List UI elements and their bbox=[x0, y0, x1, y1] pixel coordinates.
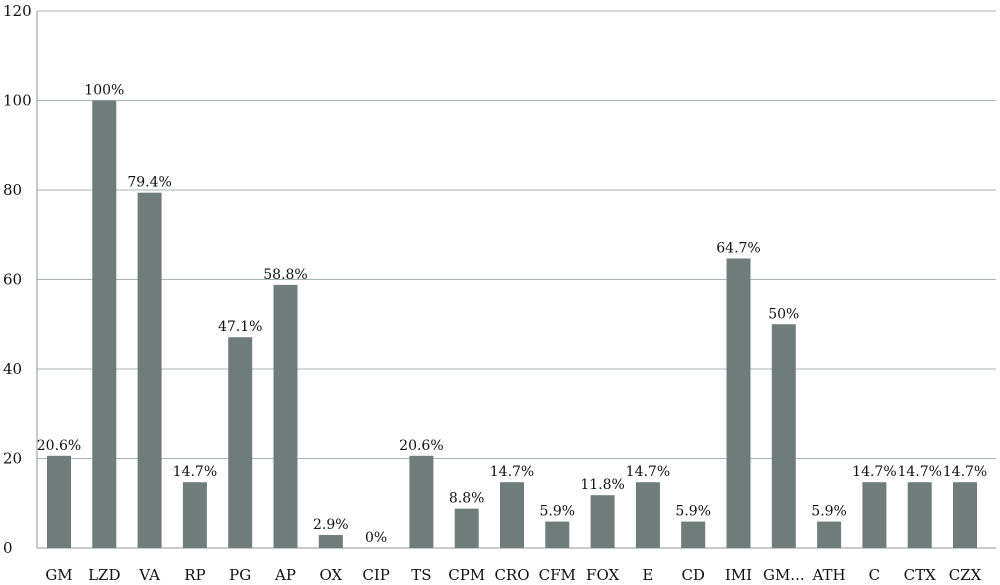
data-label: 79.4% bbox=[127, 175, 171, 191]
data-label: 14.7% bbox=[897, 464, 941, 480]
category-label: GM... bbox=[763, 566, 805, 584]
data-label: 14.7% bbox=[943, 464, 987, 480]
data-label: 5.9% bbox=[675, 504, 711, 520]
data-label: 2.9% bbox=[313, 517, 349, 533]
y-tick-label: 100 bbox=[3, 92, 32, 110]
y-tick-label: 20 bbox=[3, 450, 22, 468]
bar-ctx bbox=[907, 482, 932, 548]
data-label: 64.7% bbox=[716, 240, 760, 256]
y-tick-label: 0 bbox=[3, 539, 13, 557]
category-label: TS bbox=[411, 566, 431, 584]
bar-pg bbox=[228, 337, 253, 548]
category-label: RP bbox=[184, 566, 205, 584]
data-label: 20.6% bbox=[399, 438, 443, 454]
category-labels: GM LZD VA RP PG AP OX CIP TS CPM CRO CFM FOX E CD IMI GM… bbox=[45, 566, 981, 584]
bar-ts bbox=[409, 455, 434, 548]
category-label: FOX bbox=[586, 566, 619, 584]
y-tick-label: 120 bbox=[3, 2, 32, 20]
category-label: VA bbox=[138, 566, 160, 584]
bar-ap bbox=[273, 284, 298, 548]
category-label: CIP bbox=[362, 566, 390, 584]
data-label: 20.6% bbox=[37, 438, 81, 454]
data-label: 14.7% bbox=[626, 464, 670, 480]
category-label: LZD bbox=[88, 566, 120, 584]
category-label: CRO bbox=[494, 566, 529, 584]
bar-cro bbox=[500, 482, 524, 548]
bar-imi bbox=[726, 258, 751, 548]
bar-gm bbox=[771, 324, 796, 548]
category-label: CTX bbox=[904, 566, 936, 584]
bars bbox=[47, 100, 977, 548]
gridlines bbox=[37, 10, 996, 459]
data-labels: 20.6% 100% 79.4% 14.7% 47.1% 58.8% 2.9% 0% 20.6%… bbox=[37, 83, 987, 547]
bar-va bbox=[137, 192, 162, 548]
data-label: 14.7% bbox=[490, 464, 534, 480]
bar-e bbox=[635, 482, 660, 548]
bar-ath bbox=[817, 521, 842, 548]
category-label: ATH bbox=[812, 566, 846, 584]
data-label: 8.8% bbox=[449, 491, 485, 507]
category-label: CPM bbox=[448, 566, 485, 584]
category-label: C bbox=[869, 566, 880, 584]
bar-c bbox=[862, 482, 887, 548]
y-tick-label: 40 bbox=[3, 360, 22, 378]
category-label: CFM bbox=[539, 566, 576, 584]
category-label: CZX bbox=[949, 566, 982, 584]
bar-gm bbox=[47, 455, 71, 548]
category-label: CD bbox=[681, 566, 705, 584]
bar-fox bbox=[590, 495, 615, 548]
y-tick-label: 60 bbox=[3, 271, 22, 289]
data-label: 14.7% bbox=[173, 464, 217, 480]
bar-czx bbox=[953, 482, 977, 548]
category-label: PG bbox=[229, 566, 251, 584]
category-label: AP bbox=[274, 566, 296, 584]
y-tick-labels: 0 20 40 60 80 100 120 bbox=[3, 2, 32, 557]
data-label: 0% bbox=[365, 530, 387, 546]
data-label: 14.7% bbox=[852, 464, 896, 480]
data-label: 5.9% bbox=[540, 504, 576, 520]
bar-lzd bbox=[92, 100, 117, 548]
y-tick-label: 80 bbox=[3, 181, 22, 199]
data-label: 47.1% bbox=[218, 319, 262, 335]
data-label: 11.8% bbox=[580, 477, 624, 493]
bar-cpm bbox=[454, 508, 479, 548]
data-label: 50% bbox=[768, 306, 799, 322]
data-label: 58.8% bbox=[263, 267, 307, 283]
bar-cfm bbox=[545, 521, 570, 548]
category-label: OX bbox=[319, 566, 342, 584]
category-label: E bbox=[642, 566, 653, 584]
category-label: GM bbox=[45, 566, 72, 584]
bar-rp bbox=[182, 482, 207, 548]
bar-cd bbox=[681, 521, 706, 548]
data-label: 5.9% bbox=[811, 504, 847, 520]
category-label: IMI bbox=[725, 566, 752, 584]
bar-ox bbox=[318, 535, 343, 548]
data-label: 100% bbox=[84, 83, 124, 99]
